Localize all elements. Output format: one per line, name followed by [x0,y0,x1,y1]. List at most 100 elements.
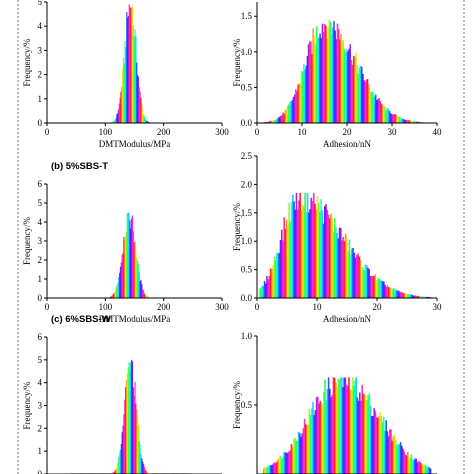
histogram-bar [416,462,419,474]
histogram-bar [395,114,398,123]
histogram-bar [127,17,129,124]
histogram-bar [130,228,132,298]
y-tick-label: 4 [38,21,43,31]
histogram-bar [398,116,400,123]
histogram-bar [258,288,261,298]
histogram-bar [391,114,393,123]
histogram-bar [280,116,282,123]
histogram-bar [112,472,114,474]
histogram-bar [302,428,305,474]
histogram-bar [117,113,119,123]
histogram-bar [396,445,398,474]
histogram-bar [125,231,128,298]
histogram-bar [358,256,361,298]
histogram-bar [301,433,303,474]
histogram-bar [283,217,286,298]
histogram-bar [386,107,389,123]
histogram-bar [339,227,342,298]
histogram-bar [350,60,353,123]
histogram-bar [413,121,415,123]
x-tick-label: 10 [313,302,323,312]
histogram-bar [272,265,274,298]
histogram-bar [389,113,392,123]
histogram-bar [392,436,395,474]
histogram-bar [297,431,300,474]
histogram-bar [299,433,301,474]
histogram-bar [277,117,280,123]
panel-1: 0 1 2 3 4 5 0 100 200 300 DMTModulus/MPa Frequency/… [22,0,229,149]
histogram-bar [335,227,337,298]
histogram-bar [133,241,135,298]
histogram-bar [405,455,408,474]
histogram-bar [385,110,387,123]
histogram-bar [145,119,147,123]
histogram-bar [320,199,322,298]
histogram-bar [298,200,300,298]
histogram-bar [123,63,125,123]
histogram-bar [145,470,147,474]
histogram-bar [294,209,297,298]
histogram-bar [125,47,127,123]
histogram-bar [419,296,422,298]
histogram-bar [125,235,127,298]
histogram-bar [322,223,325,298]
histogram-bar [124,399,126,474]
panel-3: 0 1 2 3 4 5 6 0 100 200 300 DMTModulus/MPa Frequency… [22,161,229,324]
histogram-bar [327,377,330,474]
histogram-bar [262,285,265,298]
histogram-bar [423,464,426,474]
histogram-bar [363,394,366,474]
histogram-bar [284,452,287,474]
histogram-bar [376,277,379,298]
histogram-bar [306,192,309,298]
histogram-bar [360,400,362,474]
histogram-bar [371,416,373,474]
histogram-bar [126,213,128,298]
histogram-bar [120,262,122,298]
histogram-bar [395,439,397,474]
y-axis-label: Frequency/% [22,38,32,86]
histogram-bar [389,429,391,474]
histogram-bar [293,438,295,474]
histogram-bar [322,31,325,123]
histogram-bar [400,291,402,298]
histogram-bar [135,403,137,474]
histogram-bar [400,118,402,123]
histogram-bar [135,36,137,123]
histogram-bar [343,377,345,474]
histogram-bar [397,290,400,298]
histogram-bar [112,294,114,298]
histogram-bar [282,457,284,474]
histogram-bar [383,281,385,298]
y-tick-label: 5 [38,355,43,365]
histogram-bar [300,436,302,474]
histogram-bar [294,437,296,474]
y-tick-label: 6 [38,332,43,342]
y-tick-label: 1.0 [241,47,253,57]
histogram-bar [318,403,320,474]
histogram-bar [409,120,412,123]
histogram-bar [354,380,356,474]
histogram-bar [410,454,413,474]
histogram-bar [373,408,375,474]
histogram-bar [285,452,288,474]
histogram-bar [134,381,136,474]
histogram-bar [355,52,357,123]
histogram-bar [285,219,288,298]
histogram-bar [315,397,318,474]
histogram-bar [354,257,357,298]
histogram-bar [129,220,131,298]
histogram-bar [334,30,336,123]
histogram-bar [418,295,421,298]
histogram-bar [300,210,303,298]
histogram-bar [308,41,311,123]
histogram-bar [339,377,342,474]
histogram-bar [130,218,133,298]
histogram-bar [119,272,121,298]
x-tick-label: 0 [255,127,260,137]
histogram-bar [132,231,134,298]
histogram-bar [127,367,129,474]
histogram-bar [308,408,311,474]
